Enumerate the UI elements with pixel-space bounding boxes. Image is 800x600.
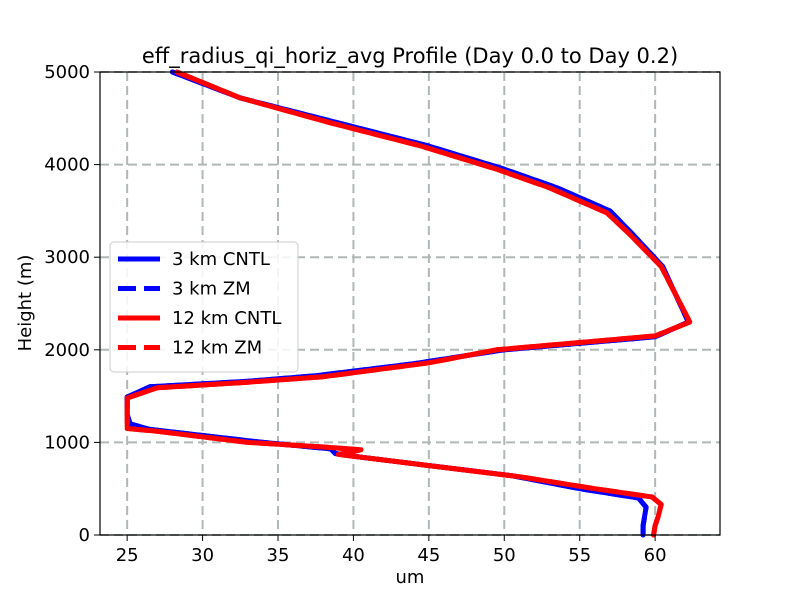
y-axis: 0 1000 2000 3000 4000 5000: [44, 62, 100, 546]
y-tick-label: 0: [79, 525, 90, 546]
legend-label: 12 km CNTL: [172, 308, 281, 329]
x-axis: 25 30 35 40 45 50 55 60: [116, 535, 667, 566]
y-tick-label: 2000: [44, 340, 90, 361]
series-line-12-km-zm: [124, 69, 693, 538]
y-axis-title: Height (m): [15, 255, 36, 352]
y-tick-label: 1000: [44, 432, 90, 453]
x-tick-label: 40: [342, 545, 365, 566]
x-tick-label: 55: [568, 545, 591, 566]
y-tick-label: 3000: [44, 247, 90, 268]
x-tick-label: 30: [191, 545, 214, 566]
x-tick-label: 45: [417, 545, 440, 566]
legend-label: 12 km ZM: [172, 338, 262, 359]
x-tick-label: 60: [644, 545, 667, 566]
chart-title: eff_radius_qi_horiz_avg Profile (Day 0.0…: [142, 44, 678, 69]
legend: 3 km CNTL 3 km ZM 12 km CNTL 12 km ZM: [109, 241, 299, 373]
legend-label: 3 km CNTL: [172, 249, 270, 270]
y-tick-label: 5000: [44, 62, 90, 83]
legend-label: 3 km ZM: [172, 279, 251, 300]
y-tick-label: 4000: [44, 155, 90, 176]
x-tick-label: 25: [116, 545, 139, 566]
x-tick-label: 50: [493, 545, 516, 566]
series-layer: [124, 69, 693, 538]
plot-frame: [99, 71, 721, 536]
x-axis-title: um: [396, 567, 425, 588]
legend-box: [109, 241, 299, 373]
x-tick-label: 35: [267, 545, 290, 566]
